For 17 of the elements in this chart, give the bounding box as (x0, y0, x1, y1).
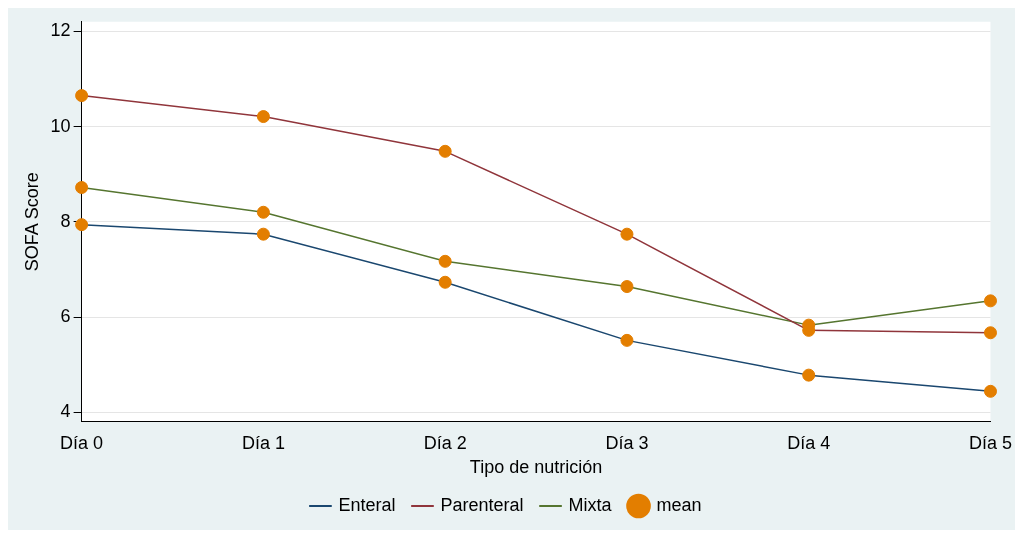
y-tick-label: 12 (50, 20, 71, 41)
x-tick-label: Día 0 (60, 432, 104, 453)
legend-label: Parenteral (440, 494, 524, 515)
y-tick-label: 4 (60, 401, 71, 422)
y-tick-label: 8 (60, 210, 71, 231)
x-tick-label: Día 1 (241, 432, 285, 453)
x-tick-label: Día 3 (605, 432, 649, 453)
x-tick-label: Día 5 (968, 432, 1012, 453)
x-axis-title: Tipo de nutrición (469, 457, 603, 478)
y-axis-title: SOFA Score (21, 172, 42, 272)
y-tick-label: 6 (60, 306, 71, 327)
legend-label: Enteral (338, 494, 396, 515)
legend-label: mean (656, 494, 702, 515)
x-tick-label: Día 2 (423, 432, 467, 453)
legend-label: Mixta (568, 494, 613, 515)
y-tick-label: 10 (50, 115, 71, 136)
x-tick-label: Día 4 (787, 432, 831, 453)
